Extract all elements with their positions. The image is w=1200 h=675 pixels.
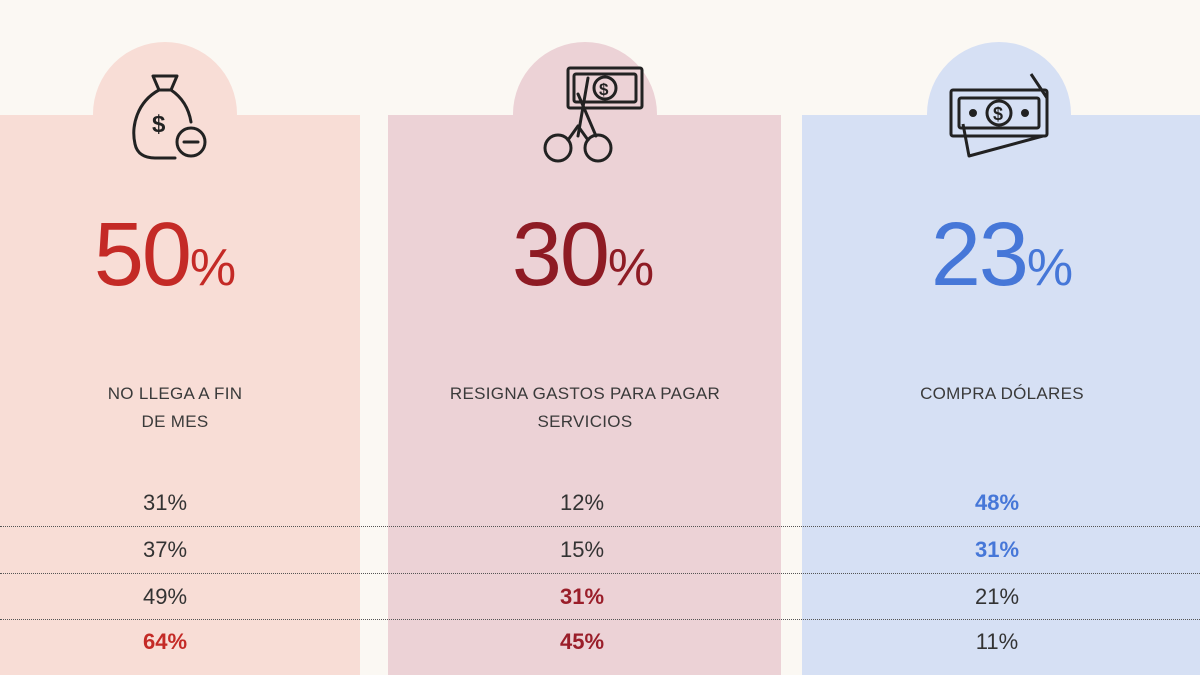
card-3-row-4-value: 11% [975, 629, 1019, 654]
card-compra-dolares [802, 115, 1200, 675]
row-separator [0, 573, 1200, 574]
card-no-llega-fin-de-mes [0, 115, 360, 675]
card-1-row-2-value: 37% [142, 537, 188, 562]
card-2-row-3-value: 31% [559, 584, 605, 609]
row-separator [0, 619, 1200, 620]
card-2-label: RESIGNA GASTOS PARA PAGAR SERVICIOS [449, 384, 721, 431]
card-resigna-gastos [388, 115, 781, 675]
big-percentage-3: 23% [930, 205, 1074, 305]
card-1-label: NO LLEGA A FIN DE MES [107, 384, 243, 431]
card-2-row-1-value: 12% [559, 490, 605, 515]
banknotes-stack-icon: $ [943, 66, 1055, 166]
big-percentage-2: 30% [511, 205, 655, 305]
svg-text:$: $ [599, 80, 609, 99]
card-2-row-2-value: 15% [559, 537, 605, 562]
card-3-row-3-value: 21% [974, 584, 1020, 609]
scissors-cutting-banknote-icon: $ [538, 64, 648, 169]
card-2-row-4-value: 45% [559, 629, 605, 654]
card-3-row-2-value: 31% [974, 537, 1020, 562]
card-3-label: COMPRA DÓLARES [920, 384, 1084, 403]
money-bag-minus-icon: $ [125, 68, 215, 163]
big-percentage-1: 50% [93, 205, 237, 305]
svg-text:$: $ [993, 104, 1003, 124]
card-1-row-1-value: 31% [142, 490, 188, 515]
card-1-row-3-value: 49% [142, 584, 188, 609]
card-1-row-4-value: 64% [142, 629, 188, 654]
row-separator [0, 526, 1200, 527]
svg-text:$: $ [152, 111, 166, 138]
card-3-row-1-value: 48% [974, 490, 1020, 515]
